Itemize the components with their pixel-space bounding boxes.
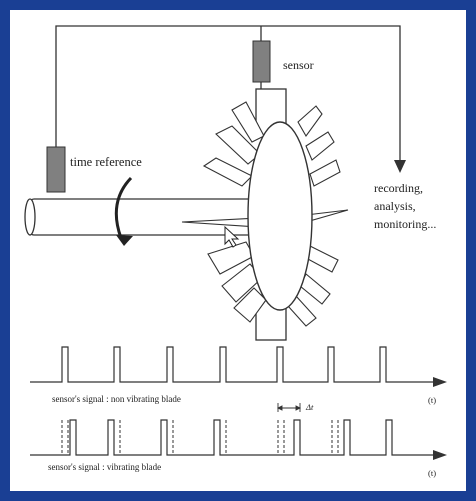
time-reference-label: time reference xyxy=(70,155,142,169)
delta-t-marker xyxy=(276,403,302,412)
diagram-canvas: sensor time reference recording, analysi… xyxy=(10,10,466,491)
output-label-analysis: analysis, xyxy=(374,199,416,213)
rotor-blades xyxy=(181,101,349,327)
output-label-recording: recording, xyxy=(374,181,423,195)
shaft xyxy=(24,198,261,236)
blade xyxy=(309,159,341,187)
time-axis-arrowhead xyxy=(433,377,447,387)
signal-vibrating xyxy=(30,419,447,460)
mouse-cursor-icon xyxy=(224,225,240,248)
blade xyxy=(202,157,253,187)
rotor-disk xyxy=(247,121,313,311)
output-arrowhead xyxy=(394,160,406,173)
blade xyxy=(305,131,335,161)
signal-non-vibrating xyxy=(30,346,447,387)
output-label-monitoring: monitoring... xyxy=(374,217,436,231)
sensor-label: sensor xyxy=(283,58,314,72)
signal-label-non-vibrating: sensor's signal : non vibrating blade xyxy=(52,394,181,404)
axis-unit-top: (t) xyxy=(428,395,436,405)
blade xyxy=(305,245,339,273)
time-reference-probe xyxy=(46,146,66,193)
signal-label-vibrating: sensor's signal : vibrating blade xyxy=(48,462,161,472)
delta-t-label: Δt xyxy=(305,402,314,412)
signal-reference-dashed xyxy=(61,420,339,455)
signal-wiring xyxy=(55,25,401,163)
axis-unit-bottom: (t) xyxy=(428,468,436,478)
blade xyxy=(297,105,323,138)
rotation-arrow xyxy=(114,176,133,246)
sensor-probe xyxy=(252,40,271,83)
time-axis-arrowhead xyxy=(433,450,447,460)
